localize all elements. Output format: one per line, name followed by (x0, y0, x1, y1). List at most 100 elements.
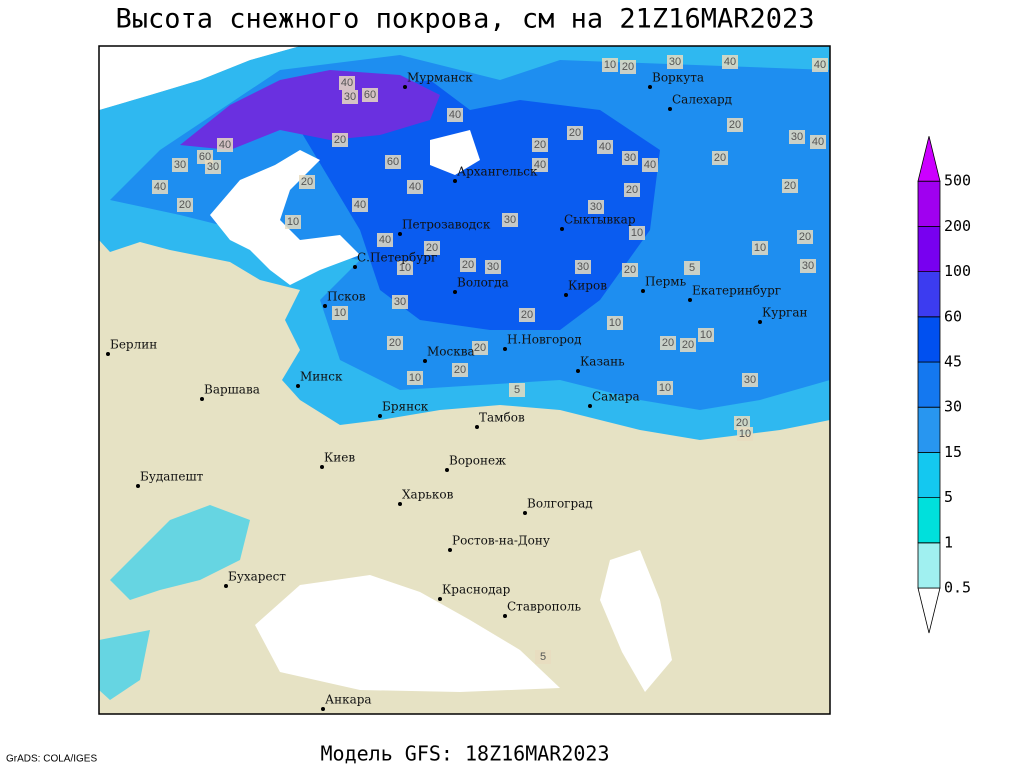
city-dot (648, 85, 652, 89)
contour-label: 10 (700, 329, 712, 341)
contour-label: 10 (739, 428, 751, 440)
city-dot (445, 468, 449, 472)
city-dot (758, 320, 762, 324)
contour-label-box (352, 198, 368, 212)
legend-swatch (917, 271, 941, 318)
contour-label-box (602, 58, 618, 72)
white-sea (430, 130, 480, 175)
city-label: Краснодар (442, 583, 511, 597)
city-label: Салехард (672, 93, 732, 107)
city-label: Брянск (382, 400, 429, 414)
city-dot (588, 404, 592, 408)
city-label: Тамбов (479, 411, 525, 425)
contour-label-box (535, 650, 551, 664)
city-label: Самара (592, 390, 640, 404)
contour-label: 20 (521, 309, 533, 321)
contour-label-box (502, 213, 518, 227)
legend-label: 15 (944, 443, 962, 461)
contour-label: 20 (662, 337, 674, 349)
contour-label: 10 (609, 317, 621, 329)
title: Высота снежного покрова, см на 21Z16MAR2… (116, 4, 815, 35)
contour-label-box (684, 261, 700, 275)
contour-label: 60 (387, 156, 399, 168)
contour-label-box (447, 108, 463, 122)
contour-label: 20 (454, 364, 466, 376)
contour-label: 10 (399, 262, 411, 274)
legend-label: 1 (944, 533, 953, 551)
city-dot (378, 414, 382, 418)
city-label: Харьков (402, 488, 454, 502)
carpathian-snow (110, 505, 250, 600)
contour-label-box (737, 427, 753, 441)
baltic-sea (210, 150, 360, 285)
legend-swatch (917, 497, 941, 544)
contour-label: 30 (577, 261, 589, 273)
balkan-snow (99, 630, 150, 700)
contour-label: 20 (462, 259, 474, 271)
contour-label: 40 (354, 199, 366, 211)
city-dot (564, 293, 568, 297)
city-label: Петрозаводск (402, 218, 491, 232)
city-dot (503, 614, 507, 618)
city-dot (296, 384, 300, 388)
legend-swatch (917, 316, 941, 363)
city-dot (438, 597, 442, 601)
city-dot (523, 511, 527, 515)
contour-label: 20 (179, 199, 191, 211)
city-dot (448, 548, 452, 552)
city-label: Ростов-на-Дону (452, 534, 550, 548)
city-dot (403, 85, 407, 89)
city-label: Бухарест (228, 570, 286, 584)
contour-label: 30 (802, 260, 814, 272)
contour-label-box (620, 60, 636, 74)
contour-label-box (607, 316, 623, 330)
contour-label-box (485, 260, 501, 274)
contour-label: 20 (301, 176, 313, 188)
city-label: Воркута (652, 71, 704, 85)
city-label: Архангельск (457, 165, 538, 179)
contour-label-box (332, 306, 348, 320)
contour-label-box (810, 135, 826, 149)
contour-label: 40 (814, 59, 826, 71)
city-label: Псков (327, 290, 366, 304)
contour-label-box (722, 55, 738, 69)
contour-label: 40 (644, 159, 656, 171)
city-dot (398, 232, 402, 236)
city-dot (688, 298, 692, 302)
contour-label-box (588, 200, 604, 214)
city-dot (576, 369, 580, 373)
contour-label-box (657, 381, 673, 395)
contour-label: 20 (624, 264, 636, 276)
contour-label: 30 (174, 159, 186, 171)
contour-label-box (622, 263, 638, 277)
legend-swatch (917, 180, 941, 227)
contour-label-box (532, 138, 548, 152)
city-dot (423, 359, 427, 363)
legend-label: 45 (944, 353, 962, 371)
contour-label: 20 (534, 139, 546, 151)
city-label: Вологда (457, 276, 509, 290)
contour-label-box (624, 183, 640, 197)
contour-label-box (377, 233, 393, 247)
contour-label-box (742, 373, 758, 387)
legend-swatch (917, 587, 941, 634)
contour-label: 20 (682, 339, 694, 351)
legend-label: 5 (944, 488, 953, 506)
contour-label: 30 (624, 152, 636, 164)
contour-label-box (387, 336, 403, 350)
contour-label-box (407, 371, 423, 385)
contour-label-box (509, 383, 525, 397)
contour-label-box (152, 180, 168, 194)
contour-label-box (629, 226, 645, 240)
city-dot (106, 352, 110, 356)
contour-label-box (734, 416, 750, 430)
legend-swatch (917, 452, 941, 498)
contour-label: 10 (659, 382, 671, 394)
city-label: Будапешт (140, 470, 204, 484)
contour-label: 40 (341, 77, 353, 89)
contour-label: 30 (590, 201, 602, 213)
legend-swatch (917, 136, 941, 182)
legend-swatch (917, 542, 941, 589)
contour-label: 20 (569, 127, 581, 139)
city-label: Мурманск (407, 71, 473, 85)
